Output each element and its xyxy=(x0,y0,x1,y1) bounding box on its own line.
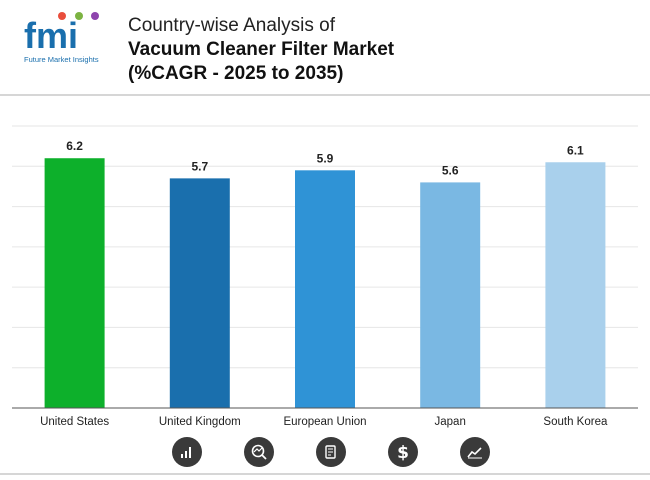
trend-chart-icon xyxy=(460,437,490,467)
data-label: 6.2 xyxy=(66,139,83,153)
bar-south-korea xyxy=(545,162,606,408)
footer-divider xyxy=(0,473,650,475)
chart-title-line-1: Country-wise Analysis of xyxy=(128,15,335,36)
data-label: 6.1 xyxy=(567,143,584,157)
data-label: 5.6 xyxy=(442,163,459,177)
bars xyxy=(44,158,606,408)
bar-growth-icon xyxy=(172,437,202,467)
header: fmi Future Market Insights Country-wise … xyxy=(0,0,650,95)
bar-united-kingdom xyxy=(169,178,230,408)
bar-chart: 6.2 5.7 5.9 5.6 6.1 United States United King… xyxy=(12,125,638,428)
brand-subtitle: Future Market Insights xyxy=(24,55,99,64)
chart-magnifier-icon xyxy=(244,437,274,467)
x-tick-label: United Kingdom xyxy=(159,416,241,428)
svg-text:$: $ xyxy=(397,443,409,461)
x-tick-label: South Korea xyxy=(543,416,608,428)
header-divider xyxy=(0,94,650,96)
data-labels: 6.2 5.7 5.9 5.6 6.1 xyxy=(66,139,584,177)
brand-mark: fmi xyxy=(24,15,78,56)
bar-united-states xyxy=(44,158,105,408)
x-tick-label: United States xyxy=(40,416,109,428)
chart-title-line-3: (%CAGR - 2025 to 2035) xyxy=(128,63,344,84)
bar-european-union xyxy=(295,170,355,408)
chart-title-line-2: Vacuum Cleaner Filter Market xyxy=(128,39,395,60)
x-tick-label: Japan xyxy=(435,416,466,428)
footer-icon-row: $ xyxy=(0,435,650,471)
x-tick-label: European Union xyxy=(283,416,366,428)
x-tick-labels: United States United Kingdom European Unio… xyxy=(40,416,608,428)
dollar-icon: $ xyxy=(388,437,418,467)
data-label: 5.7 xyxy=(191,159,208,173)
report-search-icon xyxy=(316,437,346,467)
data-label: 5.9 xyxy=(317,151,334,165)
fmi-logo: fmi Future Market Insights xyxy=(24,12,99,64)
bar-japan xyxy=(420,182,481,408)
